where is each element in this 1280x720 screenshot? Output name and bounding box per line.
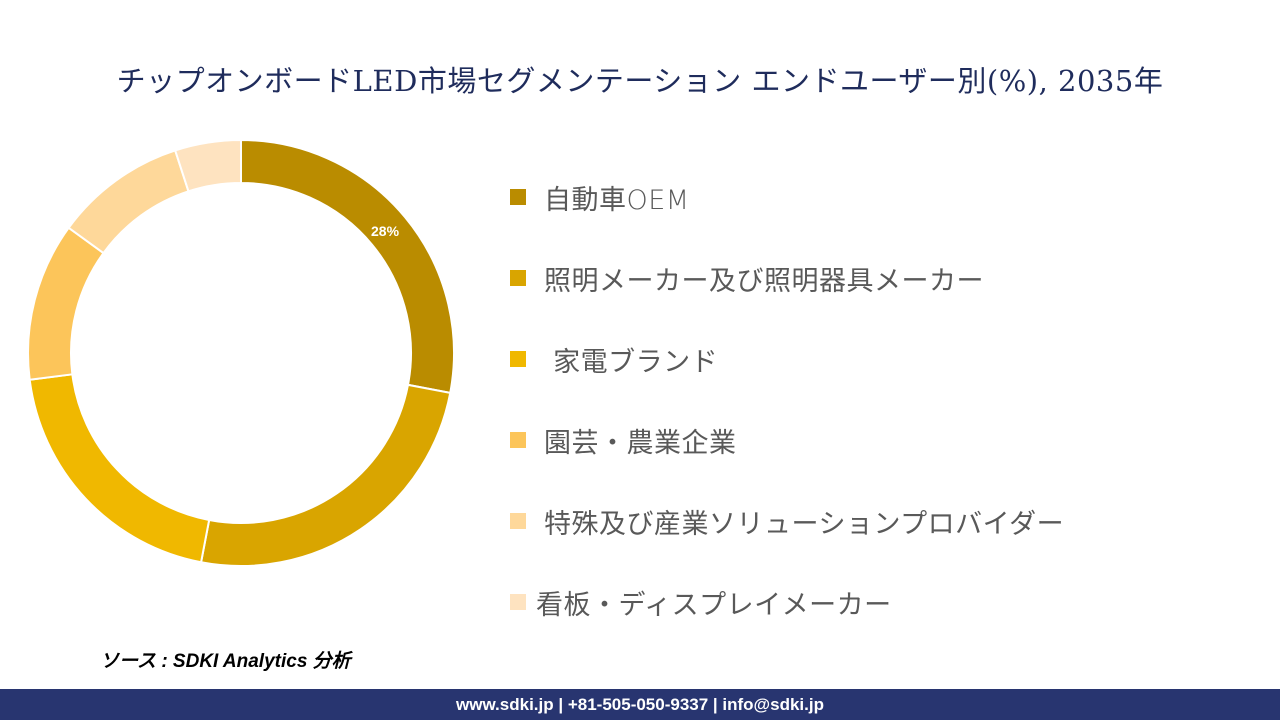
legend-swatch-icon — [510, 270, 526, 286]
donut-chart-svg — [27, 138, 455, 567]
footer-contact-bar: www.sdki.jp | +81-505-050-9337 | info@sd… — [0, 689, 1280, 720]
chart-legend: 自動車OEM 照明メーカー及び照明器具メーカー 家電ブランド 園芸・農業企業 特… — [510, 172, 1064, 658]
legend-item-signage-display: 看板・ディスプレイメーカー — [510, 577, 1064, 627]
donut-segment — [27, 226, 105, 381]
legend-item-automotive-oem: 自動車OEM — [510, 172, 1064, 222]
legend-label: 照明メーカー及び照明器具メーカー — [544, 265, 984, 297]
data-label-automotive-oem: 28% — [371, 223, 400, 239]
legend-label: 特殊及び産業ソリューションプロバイダー — [544, 508, 1065, 540]
legend-item-consumer-electronics: 家電ブランド — [510, 334, 1064, 384]
legend-swatch-icon — [510, 594, 526, 610]
legend-label: 園芸・農業企業 — [544, 427, 737, 459]
legend-label: 家電ブランド — [544, 346, 719, 378]
legend-swatch-icon — [510, 432, 526, 448]
legend-item-specialty-industrial: 特殊及び産業ソリューションプロバイダー — [510, 496, 1064, 546]
legend-swatch-icon — [510, 189, 526, 205]
legend-swatch-icon — [510, 513, 526, 529]
donut-segment — [173, 138, 242, 193]
donut-segment — [240, 138, 455, 395]
legend-label: 自動車OEM — [544, 184, 690, 216]
legend-item-lighting-manufacturers: 照明メーカー及び照明器具メーカー — [510, 253, 1064, 303]
legend-label: 看板・ディスプレイメーカー — [536, 589, 892, 621]
donut-segment — [28, 373, 211, 564]
donut-segment — [199, 383, 452, 567]
legend-swatch-icon — [510, 351, 526, 367]
source-note: ソース : SDKI Analytics 分析 — [100, 651, 351, 672]
legend-item-horticulture-agriculture: 園芸・農業企業 — [510, 415, 1064, 465]
chart-title: チップオンボードLED市場セグメンテーション エンドユーザー別(%), 2035… — [116, 64, 1164, 98]
donut-chart: 28% — [20, 132, 462, 574]
donut-segment — [67, 149, 190, 255]
